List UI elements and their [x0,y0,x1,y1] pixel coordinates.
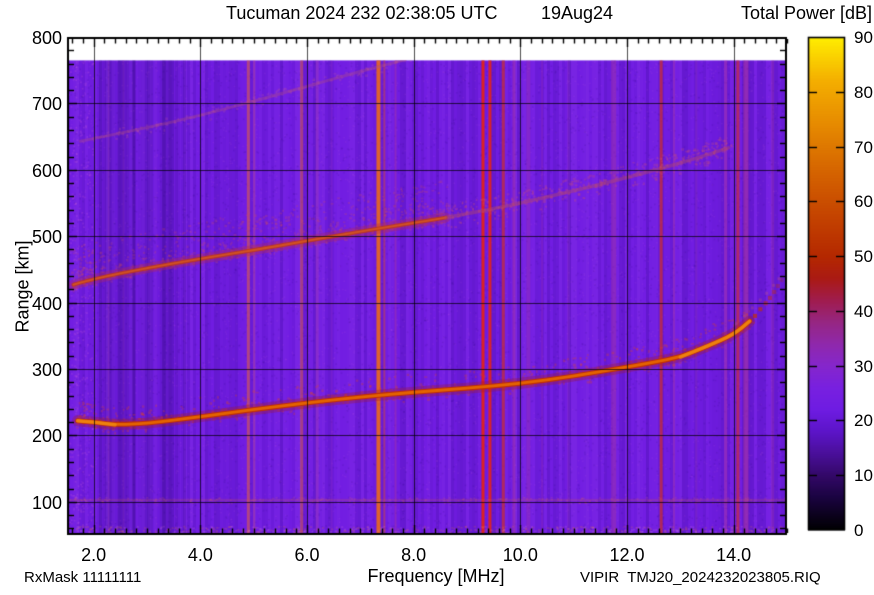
page-title: Tucuman 2024 232 02:38:05 UTC [226,3,498,23]
x-axis-label: Frequency [MHz] [367,566,505,586]
colorbar-tick-label-10: 10 [854,466,873,486]
y-tick-label-300: 300 [31,360,62,380]
colorbar-tick-label-30: 30 [854,356,873,376]
y-tick-label-100: 100 [31,492,62,513]
x-tick-label-8.0: 8.0 [401,545,427,565]
colorbar-tick-label-60: 60 [854,192,873,212]
y-tick-label-600: 600 [31,160,62,181]
x-tick-label-6.0: 6.0 [294,545,320,565]
date-label: 19Aug24 [541,3,614,23]
y-tick-label-200: 200 [31,426,62,447]
rxmask-label: RxMask 11111111 [24,569,142,586]
colorbar-tick-label-70: 70 [854,137,873,157]
colorbar-tick-label-20: 20 [854,411,873,431]
colorbar-tick-label-40: 40 [854,301,873,321]
y-tick-label-500: 500 [31,227,62,248]
colorbar-tick-label-50: 50 [854,247,873,267]
y-tick-label-700: 700 [31,94,62,115]
x-tick-label-14.0: 14.0 [716,545,752,565]
colorbar-title: Total Power [dB] [740,3,872,23]
colorbar-tick-label-90: 90 [854,28,873,47]
x-tick-label-12.0: 12.0 [609,545,645,565]
x-tick-label-4.0: 4.0 [187,545,213,565]
colorbar-tick-label-0: 0 [854,521,864,540]
source-file-label: VIPIR TMJ20_2024232023805.RIQ [580,569,821,586]
y-axis-label: Range [km] [12,240,33,333]
y-tick-label-400: 400 [31,293,62,314]
x-tick-label-2.0: 2.0 [81,545,107,565]
colorbar-tick-label-80: 80 [854,82,873,102]
y-tick-label-800: 800 [31,28,62,48]
x-tick-label-10.0: 10.0 [502,545,538,565]
